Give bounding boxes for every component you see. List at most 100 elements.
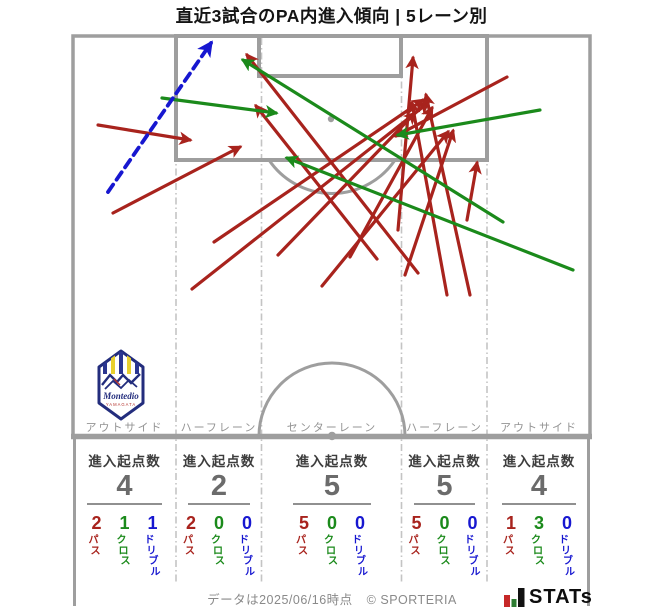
dribble-label-vertical: ドリブル [239, 535, 255, 578]
cross-count: 0 [326, 513, 337, 534]
cross-count: 0 [439, 513, 450, 534]
stat-header: 進入起点数 [502, 454, 576, 469]
stat-divider-rule [293, 503, 371, 506]
pass-arrow [190, 101, 431, 291]
lane-label-1: ハーフレーン [180, 422, 258, 434]
sporteria-stats-logo: STATs [504, 583, 604, 607]
penalty-arc [267, 159, 397, 195]
pass-label-vertical: パス [296, 535, 308, 557]
pitch-outline [71, 34, 592, 438]
cross-label-vertical: クロス [116, 535, 131, 568]
pass-count: 2 [185, 513, 196, 534]
stat-divider-rule [87, 503, 162, 506]
cross-count: 3 [533, 513, 544, 534]
stat-header: 進入起点数 [408, 454, 481, 469]
cross-arrow [160, 96, 279, 119]
lane-stat-column-3: 進入起点数 5 5 パス 0 クロス 0 ドリブル [402, 446, 487, 586]
entry-origin-total: 4 [530, 470, 548, 502]
copyright: © SPORTERIA [366, 593, 457, 607]
dribble-count: 0 [354, 513, 365, 534]
entry-origin-total: 2 [210, 470, 228, 502]
badge-club-name: Montedio [102, 391, 139, 401]
dribble-label-vertical: ドリブル [144, 535, 161, 578]
stat-header: 進入起点数 [182, 454, 256, 469]
pass-label-vertical: パス [408, 535, 421, 557]
cross-count: 1 [119, 513, 130, 534]
badge-region-name: YAMAGATA [106, 402, 136, 407]
cross-arrow [240, 58, 505, 224]
stat-divider-rule [501, 503, 577, 506]
dribble-arrow [106, 40, 213, 194]
pass-label-vertical: パス [183, 535, 195, 557]
cross-arrow [395, 108, 542, 140]
stat-divider-rule [413, 503, 476, 506]
pass-label-vertical: パス [503, 535, 515, 557]
lane-label-3: ハーフレーン [406, 422, 483, 434]
lane-labels-row: アウトサイド ハーフレーン センターレーン ハーフレーン アウトサイド [73, 419, 591, 435]
cross-label-vertical: クロス [211, 535, 225, 568]
club-badge-crest: Montedio YAMAGATA [97, 349, 145, 421]
cross-arrow [284, 155, 575, 272]
footer-note: データは2025/06/16時点 © SPORTERIA [73, 589, 591, 608]
lane-stat-column-0: 進入起点数 4 2 パス 1 クロス 1 ドリブル [73, 446, 176, 586]
data-date-note: データは2025/06/16時点 [207, 593, 353, 607]
center-spot [327, 431, 337, 441]
pass-label-vertical: パス [88, 535, 101, 557]
goal-area [257, 34, 403, 78]
dribble-count: 0 [561, 513, 572, 534]
pass-arrow [465, 160, 482, 222]
lane-stat-column-4: 進入起点数 4 1 パス 3 クロス 0 ドリブル [487, 446, 591, 586]
dribble-count: 0 [241, 513, 252, 534]
center-circle [257, 361, 407, 437]
pass-count: 2 [91, 513, 102, 534]
entry-origin-total: 5 [323, 470, 341, 502]
chart-title: 直近3試合のPA内進入傾向 | 5レーン別 [175, 6, 488, 26]
pass-arrow [245, 52, 420, 275]
pass-arrow [111, 145, 243, 215]
lane-label-4: アウトサイド [500, 422, 578, 434]
pass-arrow [320, 129, 450, 288]
lane-stat-column-2: 進入起点数 5 5 パス 0 クロス 0 ドリブル [262, 446, 402, 586]
cross-count: 0 [213, 513, 224, 534]
stat-divider-rule [188, 503, 250, 506]
dribble-label-vertical: ドリブル [352, 535, 368, 578]
badge-stripes [103, 352, 139, 374]
club-badge: Montedio YAMAGATA [95, 348, 147, 422]
entry-origin-total: 4 [116, 470, 133, 502]
pass-arrow [276, 111, 417, 257]
cross-label-vertical: クロス [436, 535, 451, 568]
cross-label-vertical: クロス [531, 535, 545, 568]
pass-count: 1 [505, 513, 516, 534]
badge-mountains [101, 373, 141, 390]
dribble-count: 0 [467, 513, 478, 534]
dribble-label-vertical: ドリブル [464, 535, 481, 578]
dribble-label-vertical: ドリブル [559, 535, 575, 578]
lane-label-0: アウトサイド [85, 422, 164, 434]
dribble-count: 1 [147, 513, 158, 534]
pass-arrow [403, 128, 456, 277]
cross-label-vertical: クロス [324, 535, 338, 568]
stats-logo-wordmark: STATs [529, 586, 593, 608]
lane-stat-column-1: 進入起点数 2 2 パス 0 クロス 0 ドリブル [176, 446, 262, 586]
pass-arrow [393, 75, 509, 138]
pass-count: 5 [298, 513, 309, 534]
pass-count: 5 [411, 513, 422, 534]
pass-arrow [254, 103, 379, 261]
lane-stats-panel: 進入起点数 4 2 パス 1 クロス 1 ドリブル進入起点数 2 2 パス 0 クロス 0 ドリブル進入起点… [73, 446, 591, 586]
lane-label-2: センターレーン [286, 422, 378, 434]
